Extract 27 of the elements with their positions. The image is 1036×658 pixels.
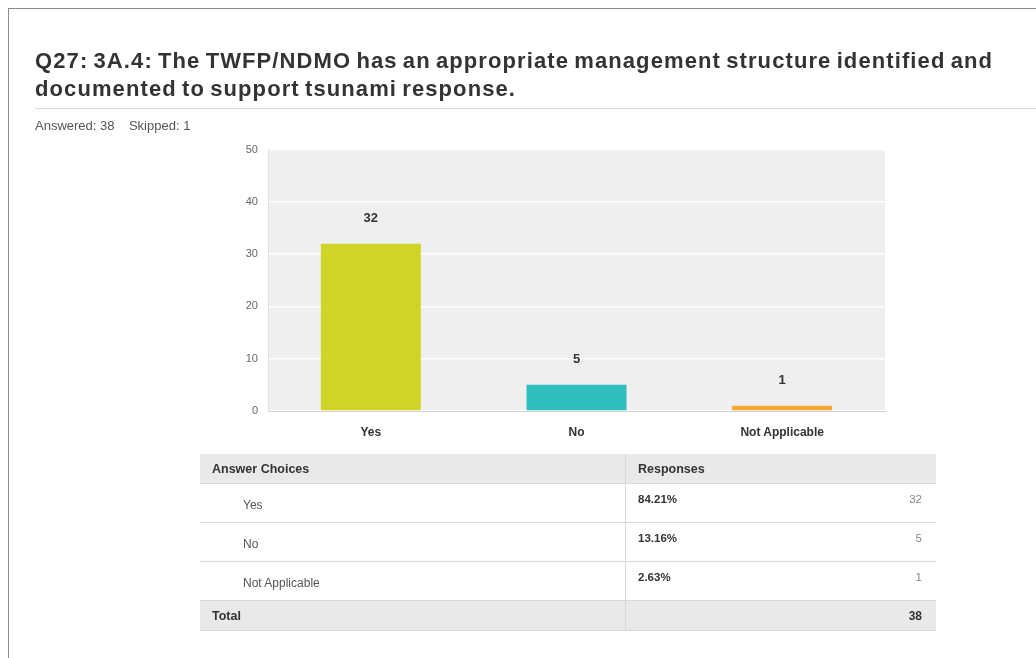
text: 84.21% xyxy=(638,493,678,505)
x-tick-label: Not Applicable xyxy=(740,424,825,439)
text: 13.16% xyxy=(638,532,678,544)
x-tick-label: Yes xyxy=(360,424,382,439)
y-tick-label: 0 xyxy=(251,404,258,417)
x-tick-label: No xyxy=(568,424,585,439)
y-tick-label: 40 xyxy=(245,194,258,207)
text: Answered: 38 Skipped: 1 xyxy=(35,118,191,134)
text: 32 xyxy=(909,493,922,505)
text: Total xyxy=(212,609,241,623)
data-label: 1 xyxy=(778,372,786,388)
text: 2.63% xyxy=(638,571,671,583)
y-tick-label: 20 xyxy=(245,299,258,312)
y-tick-label: 10 xyxy=(245,351,258,364)
text: 38 xyxy=(908,609,922,623)
data-label: 5 xyxy=(572,351,581,367)
category-label: Yes xyxy=(243,498,263,512)
category-label: No xyxy=(243,537,259,551)
text: 1 xyxy=(915,571,922,583)
text: 5 xyxy=(915,532,922,544)
y-tick-label: 30 xyxy=(245,247,258,260)
category-label: Not Applicable xyxy=(243,576,320,590)
chart-title: Q27: 3A.4: The TWFP/NDMO has an appropriate management structure identified and documented to support tsunami response. xyxy=(35,47,995,103)
data-label: 32 xyxy=(363,210,379,226)
text: Answer Choices xyxy=(212,462,310,476)
y-tick-label: 50 xyxy=(245,142,258,155)
text: Responses xyxy=(638,462,705,476)
